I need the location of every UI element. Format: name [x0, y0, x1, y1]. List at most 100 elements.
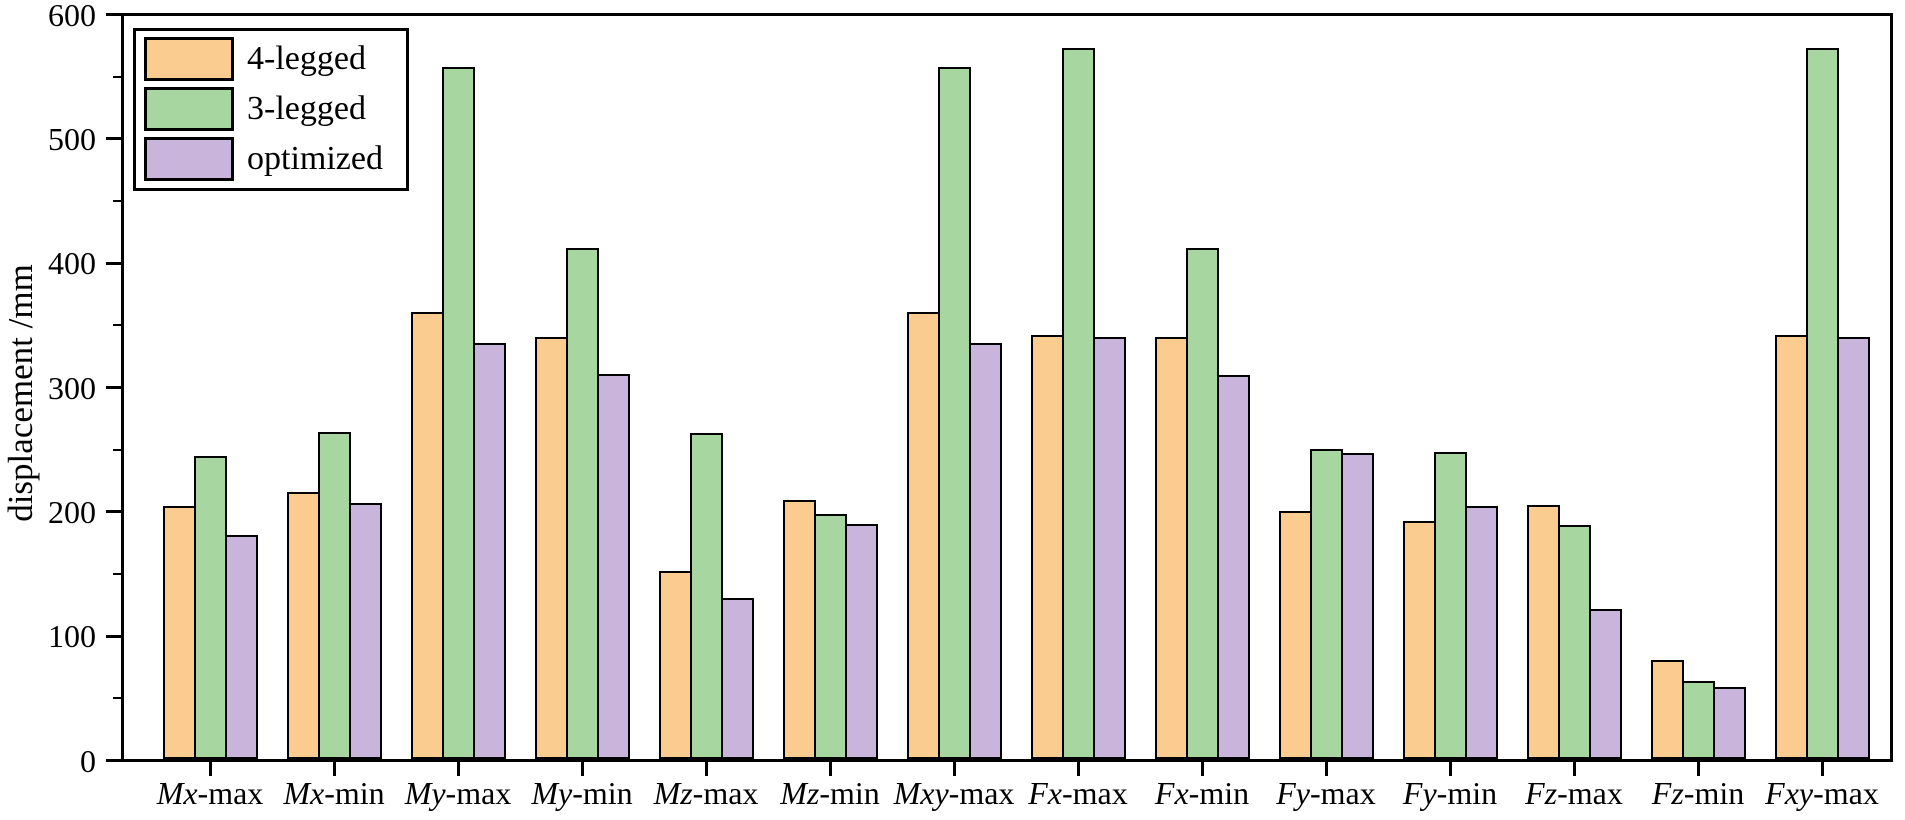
bar-4-legged-Mxy-max [906, 312, 940, 759]
x-category-symbol: Fy [1402, 775, 1437, 811]
x-category-suffix: -min [1188, 775, 1250, 811]
x-category-label-Fy-min: Fy-min [1340, 774, 1560, 812]
legend-item-optimized: optimized [144, 137, 398, 181]
x-tick [828, 762, 832, 776]
bar-3-legged-Fy-min [1433, 452, 1467, 759]
legend-swatch-optimized-icon [144, 137, 234, 181]
x-tick [332, 762, 336, 776]
legend: 4-legged 3-legged optimized [133, 28, 409, 191]
bar-optimized-Fy-max [1340, 453, 1374, 759]
x-category-label-Mz-max: Mz-max [596, 774, 816, 812]
x-category-suffix: -max [445, 775, 512, 811]
x-tick [580, 762, 584, 776]
x-category-symbol: Fy [1276, 775, 1310, 811]
y-tick-label: 300 [48, 369, 96, 406]
bar-3-legged-My-max [441, 67, 475, 759]
bar-3-legged-Fx-min [1185, 248, 1219, 759]
x-category-symbol: My [531, 775, 573, 811]
x-tick [1200, 762, 1204, 776]
bar-4-legged-Mx-min [286, 492, 320, 759]
y-major-tick [106, 386, 121, 389]
x-category-suffix: -min [324, 775, 385, 811]
y-tick-label: 0 [80, 742, 96, 779]
x-category-symbol: Fz [1651, 775, 1684, 811]
bar-3-legged-Mz-min [813, 514, 847, 759]
legend-label-optimized: optimized [247, 140, 383, 177]
y-tick-label: 200 [48, 493, 96, 530]
bar-3-legged-Fy-max [1309, 449, 1343, 759]
x-category-suffix: -min [1683, 775, 1745, 811]
x-category-symbol: My [404, 775, 446, 811]
x-category-label-Fz-max: Fz-max [1464, 774, 1684, 812]
bar-optimized-Mx-min [348, 503, 382, 759]
y-tick-label: 600 [48, 0, 96, 33]
bar-optimized-My-min [596, 374, 630, 759]
x-tick [1448, 762, 1452, 776]
x-category-suffix: -max [948, 775, 1015, 811]
x-category-label-My-max: My-max [348, 774, 568, 812]
bar-3-legged-Fz-min [1681, 681, 1715, 759]
x-category-label-Fxy-max: Fxy-max [1712, 774, 1905, 812]
legend-swatch-3-legged-icon [144, 87, 234, 131]
x-category-label-My-min: My-min [472, 774, 692, 812]
legend-item-4-legged: 4-legged [144, 37, 398, 81]
y-minor-tick [113, 75, 121, 78]
bar-3-legged-Mx-min [317, 432, 351, 759]
y-major-tick [106, 261, 121, 265]
x-category-symbol: Fx [1154, 775, 1189, 811]
x-tick [1324, 762, 1328, 776]
bar-3-legged-Mx-max [193, 456, 227, 759]
bar-optimized-Mz-min [844, 524, 878, 759]
bar-3-legged-Fx-max [1061, 48, 1095, 759]
x-category-symbol: Mx [156, 775, 198, 811]
bar-4-legged-Mz-max [658, 571, 692, 759]
bar-optimized-Fy-min [1464, 506, 1498, 759]
x-category-label-Mx-min: Mx-min [224, 774, 444, 812]
y-tick-label: 100 [48, 618, 96, 655]
x-category-label-Mz-min: Mz-min [720, 774, 940, 812]
y-major-tick [106, 137, 121, 141]
bar-4-legged-Fx-min [1154, 337, 1188, 759]
bar-optimized-Mxy-max [968, 343, 1002, 759]
x-category-label-Fx-min: Fx-min [1092, 774, 1312, 812]
x-tick [456, 762, 460, 776]
x-category-label-Fx-max: Fx-max [968, 774, 1188, 812]
bar-4-legged-Fz-min [1650, 660, 1684, 759]
bar-optimized-Fz-min [1712, 687, 1746, 759]
x-tick [704, 762, 708, 776]
x-category-symbol: Fx [1028, 775, 1062, 811]
bar-optimized-Mx-max [224, 535, 258, 759]
y-major-tick [106, 510, 121, 514]
bar-3-legged-Fxy-max [1805, 48, 1839, 759]
x-category-label-Fy-max: Fy-max [1216, 774, 1436, 812]
bar-optimized-Fz-max [1588, 609, 1622, 759]
bar-4-legged-Fz-max [1526, 505, 1560, 759]
y-major-tick [106, 759, 121, 762]
x-tick [1696, 762, 1700, 776]
bar-3-legged-Mxy-max [937, 67, 971, 759]
x-category-symbol: Mz [780, 775, 820, 811]
bar-3-legged-Mz-max [689, 433, 723, 759]
x-category-suffix: -min [572, 775, 633, 811]
x-category-label-Mx-max: Mx-max [100, 774, 320, 812]
x-category-symbol: Fz [1525, 775, 1558, 811]
x-tick [1076, 762, 1080, 776]
bar-4-legged-Fx-max [1030, 335, 1064, 759]
bar-optimized-Fxy-max [1836, 337, 1870, 759]
y-minor-tick [113, 200, 121, 202]
y-minor-tick [113, 448, 121, 451]
x-category-label-Mxy-max: Mxy-max [844, 774, 1064, 812]
x-tick [208, 762, 212, 776]
legend-swatch-4-legged-icon [144, 37, 234, 81]
bar-4-legged-My-min [534, 337, 568, 759]
x-category-label-Fz-min: Fz-min [1588, 774, 1808, 812]
bar-4-legged-My-max [410, 312, 444, 759]
x-category-symbol: Fxy [1765, 775, 1814, 811]
x-tick [1820, 762, 1824, 776]
x-tick [1572, 762, 1576, 776]
y-major-tick [106, 13, 121, 16]
legend-item-3-legged: 3-legged [144, 87, 398, 131]
y-tick-label: 400 [48, 245, 96, 282]
x-category-suffix: -min [1436, 775, 1498, 811]
